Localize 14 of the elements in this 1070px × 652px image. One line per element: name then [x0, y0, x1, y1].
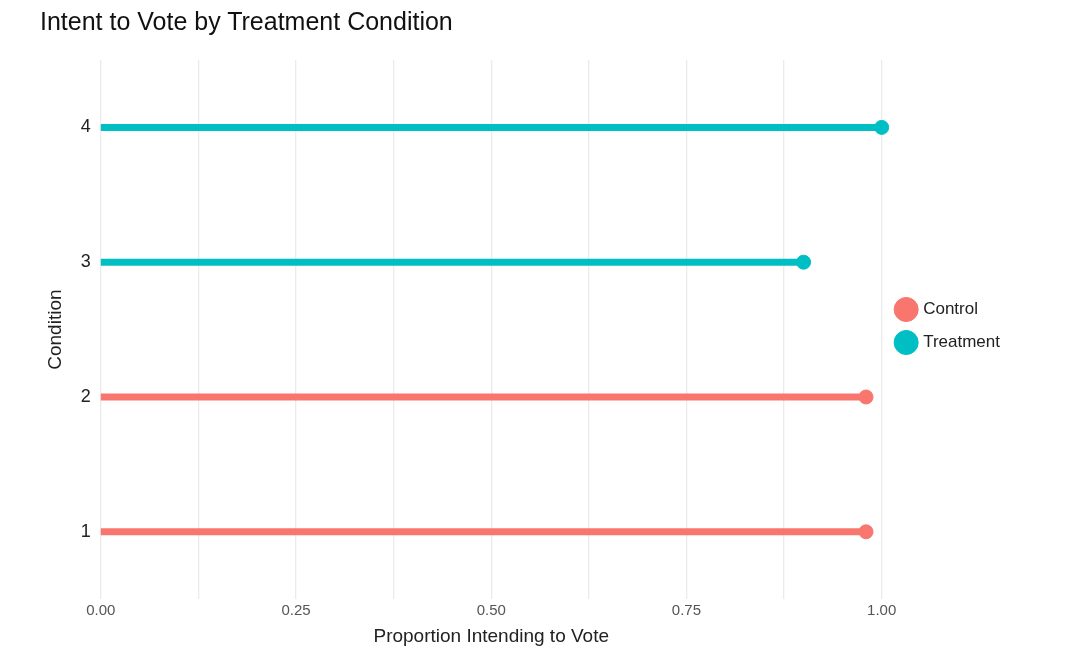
x-axis-title: Proportion Intending to Vote — [373, 624, 610, 646]
x-tick-label: 1.00 — [867, 601, 897, 619]
y-tick-label: 4 — [80, 116, 91, 137]
y-tick-label: 1 — [80, 520, 91, 541]
x-tick-label: 0.00 — [86, 601, 116, 619]
x-tick-label: 0.50 — [476, 601, 506, 619]
y-tick-label: 3 — [80, 251, 91, 272]
chart-title: Intent to Vote by Treatment Condition — [40, 6, 453, 35]
legend-label: Treatment — [923, 332, 1001, 352]
x-tick-label: 0.25 — [281, 601, 311, 619]
y-axis-title: Condition — [43, 289, 65, 370]
x-tick-label: 0.75 — [671, 601, 702, 619]
y-tick-label: 2 — [80, 385, 91, 406]
legend-label: Control — [923, 299, 978, 319]
